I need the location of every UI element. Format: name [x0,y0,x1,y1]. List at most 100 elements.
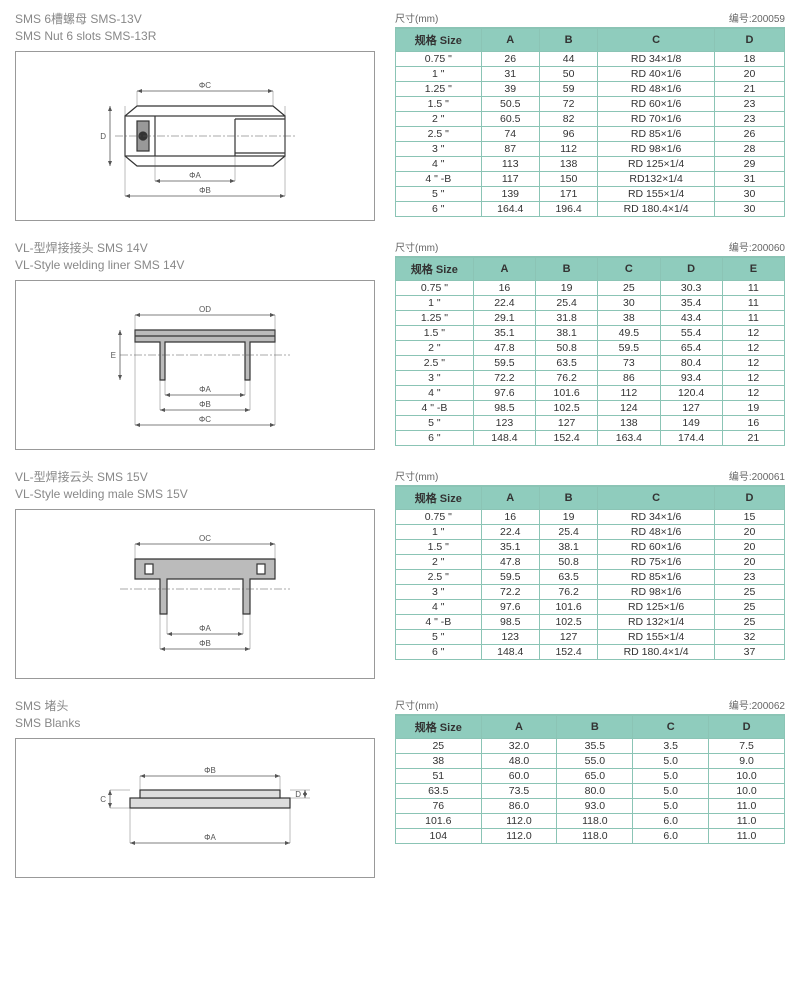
table-cell: 6.0 [633,829,709,844]
svg-text:ΦB: ΦB [204,766,216,775]
table-cell: 139 [481,187,539,202]
table-row: 5 "139171RD 155×1/430 [396,187,785,202]
table-cell: RD 40×1/6 [598,67,715,82]
table-row: 0.75 "1619RD 34×1/615 [396,510,785,525]
table-cell: 2 " [396,112,482,127]
table-cell: 112 [539,142,597,157]
table-row: 0.75 "2644RD 34×1/818 [396,52,785,67]
table-cell: RD 85×1/6 [598,127,715,142]
table-cell: 86 [598,371,660,386]
table-row: 104112.0118.06.011.0 [396,829,785,844]
table-row: 5 "123127RD 155×1/432 [396,630,785,645]
table-row: 2.5 "59.563.57380.412 [396,356,785,371]
table-cell: 63.5 [396,784,482,799]
technical-diagram: OC ΦA ΦB [15,509,375,679]
table-cell: 93.0 [557,799,633,814]
table-cell: 23 [714,97,784,112]
table-cell: 3 " [396,585,482,600]
table-cell: RD 34×1/8 [598,52,715,67]
table-cell: 65.0 [557,769,633,784]
table-cell: 60.5 [481,112,539,127]
table-cell: 2.5 " [396,127,482,142]
table-cell: RD 70×1/6 [598,112,715,127]
table-cell: RD 60×1/6 [598,97,715,112]
table-cell: 21 [714,82,784,97]
table-cell: 11.0 [709,829,785,844]
table-row: 6 "148.4152.4RD 180.4×1/437 [396,645,785,660]
table-cell: 4 " -B [396,615,482,630]
table-cell: 59 [539,82,597,97]
left-column: SMS 6槽螺母 SMS-13VSMS Nut 6 slots SMS-13R … [15,10,375,221]
table-cell: 28 [714,142,784,157]
svg-text:OD: OD [199,305,211,314]
col-header: 规格 Size [396,716,482,739]
title-cn: SMS 6槽螺母 SMS-13V [15,10,375,27]
table-cell: 10.0 [709,769,785,784]
spec-table: 规格 SizeABCDE0.75 "16192530.3111 "22.425.… [395,257,785,446]
table-row: 1.5 "35.138.1RD 60×1/620 [396,540,785,555]
table-cell: 4 " [396,157,482,172]
table-row: 2.5 "7496RD 85×1/626 [396,127,785,142]
table-cell: 38 [396,754,482,769]
table-row: 4 "97.6101.6RD 125×1/625 [396,600,785,615]
table-cell: 18 [714,52,784,67]
col-header: D [714,29,784,52]
table-cell: 6.0 [633,814,709,829]
col-header: 规格 Size [396,258,474,281]
table-cell: 38.1 [539,540,597,555]
table-cell: 0.75 " [396,281,474,296]
table-cell: 30 [714,187,784,202]
table-cell: RD 155×1/4 [598,630,715,645]
table-cell: 4 " -B [396,172,482,187]
left-column: VL-型焊接云头 SMS 15VVL-Style welding male SM… [15,468,375,679]
title-en: VL-Style welding liner SMS 14V [15,258,375,272]
svg-text:ΦB: ΦB [199,186,211,195]
table-row: 3 "87112RD 98×1/628 [396,142,785,157]
table-row: 1 "22.425.4RD 48×1/620 [396,525,785,540]
table-cell: 72.2 [473,371,535,386]
right-column: 尺寸(mm)编号:200062规格 SizeABCD2532.035.53.57… [375,697,785,878]
col-header: C [598,29,715,52]
table-row: 2 "47.850.859.565.412 [396,341,785,356]
table-cell: 60.0 [481,769,557,784]
section-row: VL-型焊接云头 SMS 15VVL-Style welding male SM… [15,468,785,679]
table-cell: 138 [598,416,660,431]
table-cell: 3 " [396,371,474,386]
table-cell: 50.8 [539,555,597,570]
table-cell: 22.4 [481,525,539,540]
svg-text:ΦA: ΦA [204,833,216,842]
table-cell: 25 [396,739,482,754]
table-cell: 76.2 [539,585,597,600]
table-cell: 23 [714,112,784,127]
table-row: 2532.035.53.57.5 [396,739,785,754]
table-cell: 82 [539,112,597,127]
code-label: 编号:200062 [729,697,785,712]
table-cell: 73 [598,356,660,371]
table-cell: 120.4 [660,386,722,401]
table-cell: 20 [714,67,784,82]
table-cell: 6 " [396,431,474,446]
col-header: D [714,487,784,510]
table-cell: 97.6 [473,386,535,401]
table-cell: 80.4 [660,356,722,371]
table-cell: 174.4 [660,431,722,446]
col-header: D [660,258,722,281]
table-cell: 5 " [396,416,474,431]
table-cell: 1.5 " [396,540,482,555]
table-cell: 59.5 [473,356,535,371]
table-cell: 63.5 [536,356,598,371]
table-row: 0.75 "16192530.311 [396,281,785,296]
table-cell: 2 " [396,555,482,570]
table-cell: 25 [714,615,784,630]
svg-text:ΦA: ΦA [199,385,211,394]
table-row: 63.573.580.05.010.0 [396,784,785,799]
table-row: 2.5 "59.563.5RD 85×1/623 [396,570,785,585]
table-cell: 19 [536,281,598,296]
table-cell: 10.0 [709,784,785,799]
table-cell: 35.1 [481,540,539,555]
table-cell: RD132×1/4 [598,172,715,187]
table-cell: 93.4 [660,371,722,386]
title-cn: VL-型焊接云头 SMS 15V [15,468,375,485]
table-cell: 11 [722,311,784,326]
dimension-label: 尺寸(mm) [395,10,438,25]
